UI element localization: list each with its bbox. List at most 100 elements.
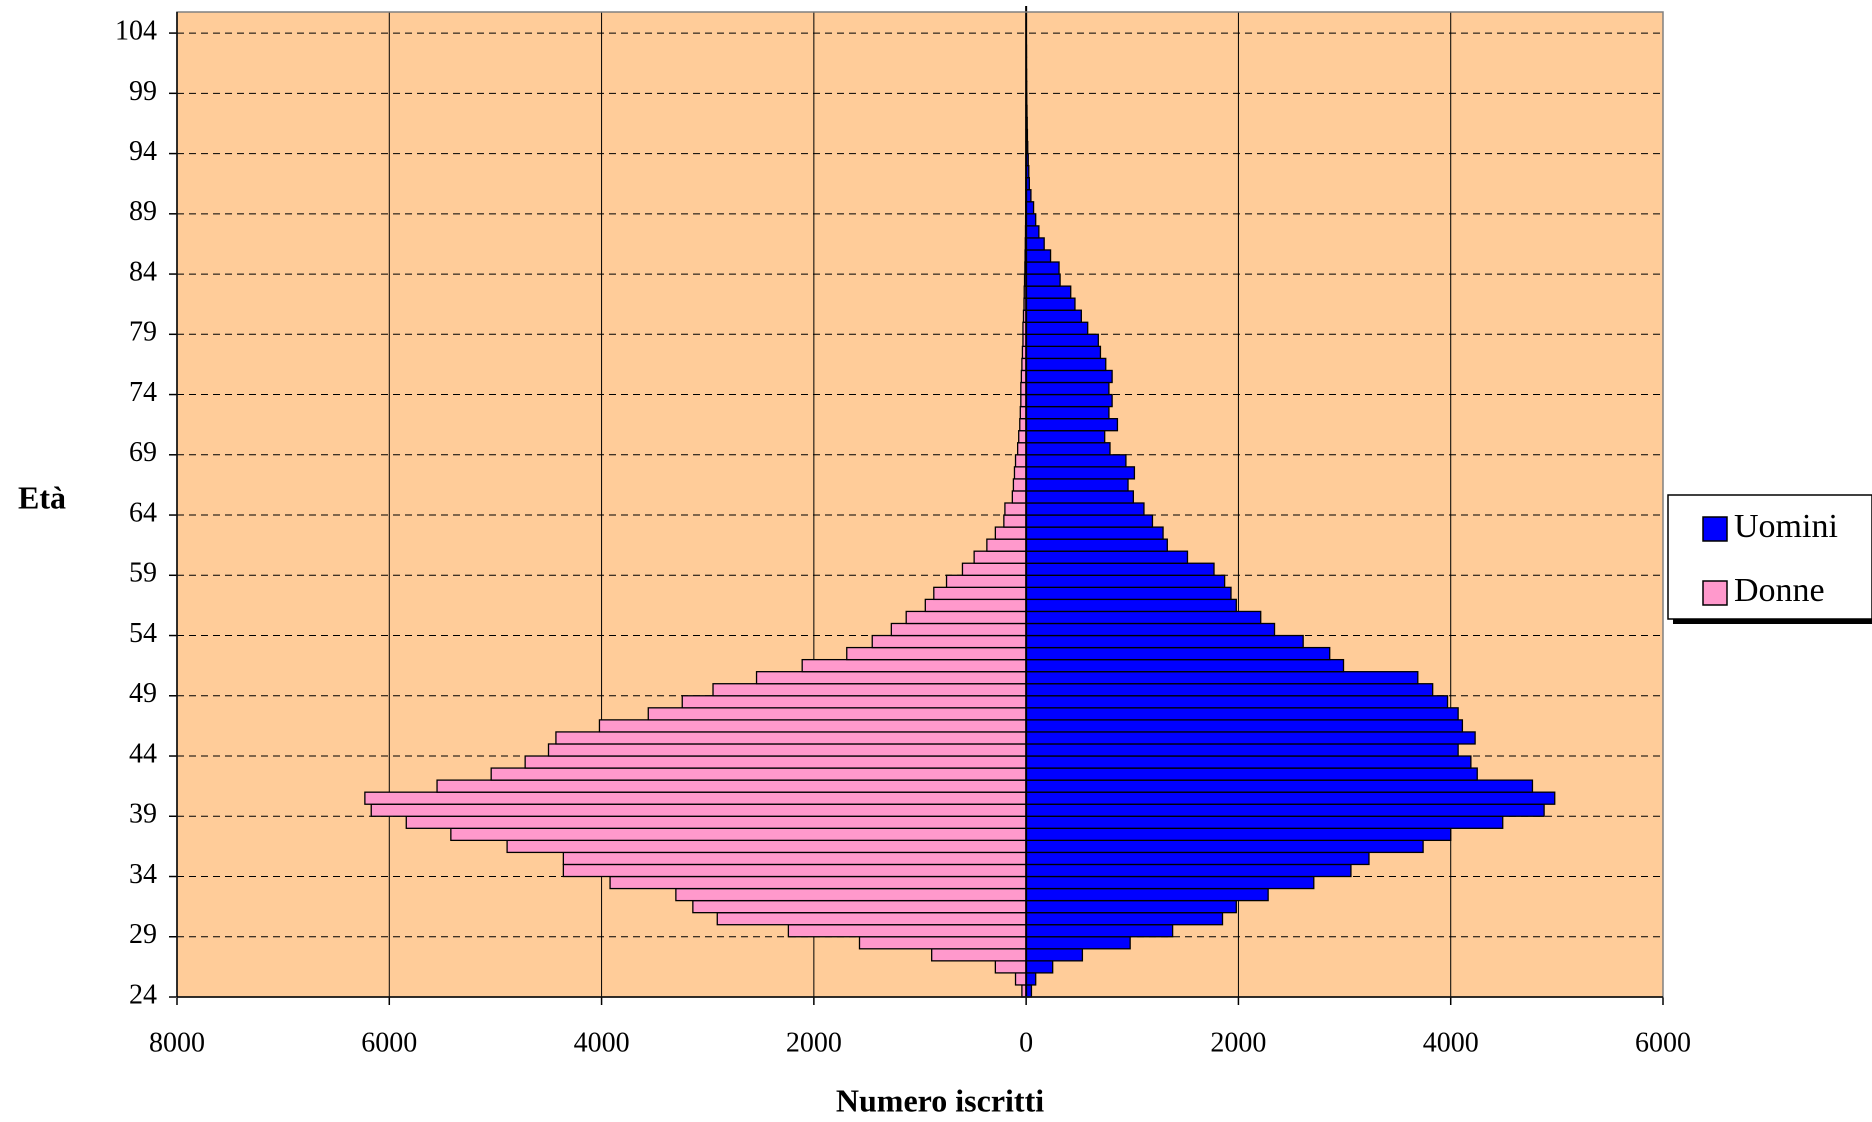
bar <box>562 863 1027 878</box>
bar <box>1003 514 1027 528</box>
x-tick-label: 2000 <box>786 1027 842 1058</box>
y-tick-label: 49 <box>129 678 157 709</box>
bar <box>755 671 1027 685</box>
bar <box>1025 490 1134 504</box>
bar <box>986 538 1027 552</box>
bar <box>1025 261 1060 275</box>
bar <box>1025 743 1459 757</box>
x-tick-label: 6000 <box>361 1027 417 1058</box>
bar <box>1025 285 1072 299</box>
bar <box>846 646 1027 661</box>
bar <box>436 779 1027 793</box>
x-tick-label: 8000 <box>149 1027 205 1058</box>
bar <box>364 791 1027 805</box>
bar <box>1025 875 1315 890</box>
bar <box>712 683 1027 697</box>
legend-label: Uomini <box>1734 508 1838 545</box>
y-tick-label: 104 <box>115 16 157 47</box>
bar <box>1025 803 1545 817</box>
bar <box>1025 442 1111 456</box>
bar <box>405 815 1027 829</box>
bar <box>1013 466 1027 480</box>
bar <box>1004 502 1027 516</box>
bar <box>961 562 1027 576</box>
bar <box>858 936 1027 950</box>
legend <box>1667 494 1872 620</box>
bar <box>1014 454 1027 468</box>
bar <box>1025 779 1534 793</box>
bar <box>1025 586 1232 601</box>
bar <box>1025 297 1076 311</box>
bar <box>1025 683 1434 697</box>
y-tick-label: 24 <box>129 979 157 1010</box>
y-tick-label: 99 <box>129 76 157 107</box>
bar <box>1025 719 1464 733</box>
bar <box>1025 622 1276 637</box>
y-tick-label: 29 <box>129 919 157 950</box>
bar <box>1025 478 1129 492</box>
y-tick-label: 39 <box>129 799 157 830</box>
bar <box>716 912 1027 926</box>
bar <box>598 719 1027 733</box>
bar <box>1025 249 1052 263</box>
bar <box>1025 658 1345 673</box>
bar <box>1025 526 1164 540</box>
bar <box>890 622 1027 637</box>
bar <box>1025 237 1045 251</box>
bar <box>490 767 1027 781</box>
bar <box>1025 815 1504 829</box>
bar <box>1025 851 1370 866</box>
bar <box>1018 430 1027 444</box>
bar <box>1025 574 1226 588</box>
bar <box>555 731 1027 745</box>
bar <box>562 851 1027 866</box>
bar <box>871 634 1027 649</box>
bar <box>1025 213 1037 227</box>
bar <box>1025 333 1099 348</box>
bar <box>1025 514 1154 528</box>
bar <box>1025 671 1419 685</box>
y-tick-label: 54 <box>129 618 157 649</box>
y-tick-label: 34 <box>129 859 157 890</box>
bar <box>945 574 1027 588</box>
bar <box>1025 225 1040 239</box>
bar <box>1025 912 1224 926</box>
legend-swatch <box>1702 516 1728 542</box>
bar <box>1025 454 1127 468</box>
bar <box>1025 345 1102 360</box>
bar <box>1025 273 1061 287</box>
y-axis-title: Età <box>18 479 66 515</box>
bar <box>1025 707 1459 721</box>
bar <box>1011 490 1027 504</box>
bar <box>1025 646 1331 661</box>
bar <box>1025 924 1174 938</box>
bar <box>905 610 1027 625</box>
bar <box>1017 442 1027 456</box>
bar <box>1025 972 1037 986</box>
bar <box>973 550 1027 564</box>
bar <box>994 960 1027 974</box>
x-tick-label: 6000 <box>1635 1027 1691 1058</box>
bar <box>506 839 1027 854</box>
bar <box>1025 418 1119 432</box>
bar <box>933 586 1027 601</box>
bar <box>450 827 1027 842</box>
bar <box>1025 393 1113 408</box>
bar <box>1025 899 1237 914</box>
bar <box>1012 478 1027 492</box>
y-tick-label: 69 <box>129 437 157 468</box>
y-tick-label: 59 <box>129 558 157 589</box>
bar <box>1025 960 1054 974</box>
bar <box>1025 381 1110 396</box>
bar <box>1014 972 1027 986</box>
bar <box>1025 357 1107 372</box>
bar <box>1025 466 1136 480</box>
y-tick-label: 79 <box>129 317 157 348</box>
bar <box>1025 695 1449 709</box>
bar <box>1025 538 1168 552</box>
y-tick-label: 84 <box>129 256 157 287</box>
bar <box>1025 502 1145 516</box>
bar <box>1025 321 1089 335</box>
x-tick-label: 2000 <box>1210 1027 1266 1058</box>
bar <box>1025 863 1352 878</box>
